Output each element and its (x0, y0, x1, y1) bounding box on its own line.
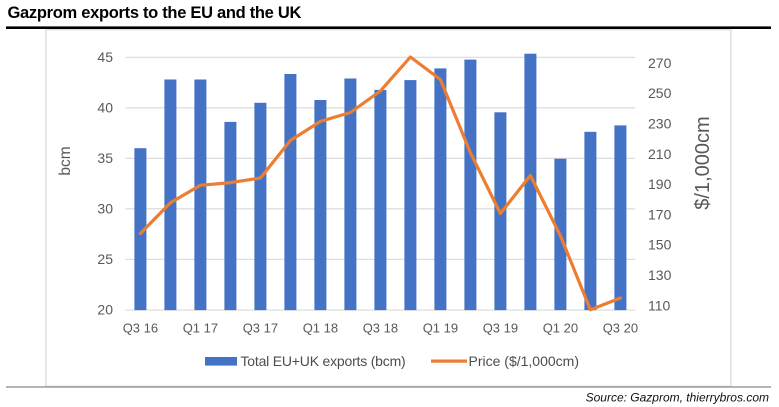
svg-text:270: 270 (648, 55, 672, 71)
svg-text:130: 130 (648, 267, 672, 283)
svg-text:Price ($/1,000cm): Price ($/1,000cm) (469, 353, 579, 369)
svg-text:Source: Gazprom, thierrybros.c: Source: Gazprom, thierrybros.com (586, 391, 769, 405)
svg-text:40: 40 (97, 100, 113, 116)
svg-text:Q3 16: Q3 16 (123, 320, 158, 335)
svg-text:25: 25 (97, 251, 113, 267)
svg-text:Gazprom exports to the EU and: Gazprom exports to the EU and the UK (8, 4, 302, 22)
svg-text:$/1,000cm: $/1,000cm (692, 116, 714, 209)
svg-text:45: 45 (97, 49, 113, 65)
svg-text:230: 230 (648, 116, 672, 132)
svg-text:Q1 18: Q1 18 (303, 320, 338, 335)
svg-text:Q3 20: Q3 20 (603, 320, 638, 335)
svg-text:Q3 17: Q3 17 (243, 320, 278, 335)
svg-text:35: 35 (97, 150, 113, 166)
svg-text:150: 150 (648, 237, 672, 253)
svg-text:Q1 20: Q1 20 (543, 320, 578, 335)
svg-text:bcm: bcm (57, 146, 74, 175)
svg-text:Total EU+UK exports (bcm): Total EU+UK exports (bcm) (241, 353, 406, 369)
svg-text:110: 110 (648, 297, 671, 313)
svg-text:190: 190 (648, 176, 672, 192)
svg-text:Q1 17: Q1 17 (183, 320, 218, 335)
svg-text:Q3 18: Q3 18 (363, 320, 398, 335)
svg-text:30: 30 (97, 201, 113, 217)
svg-text:210: 210 (648, 146, 672, 162)
svg-text:20: 20 (97, 302, 113, 318)
svg-text:Q3 19: Q3 19 (483, 320, 518, 335)
svg-text:170: 170 (648, 206, 672, 222)
svg-text:250: 250 (648, 85, 672, 101)
svg-text:Q1 19: Q1 19 (423, 320, 458, 335)
